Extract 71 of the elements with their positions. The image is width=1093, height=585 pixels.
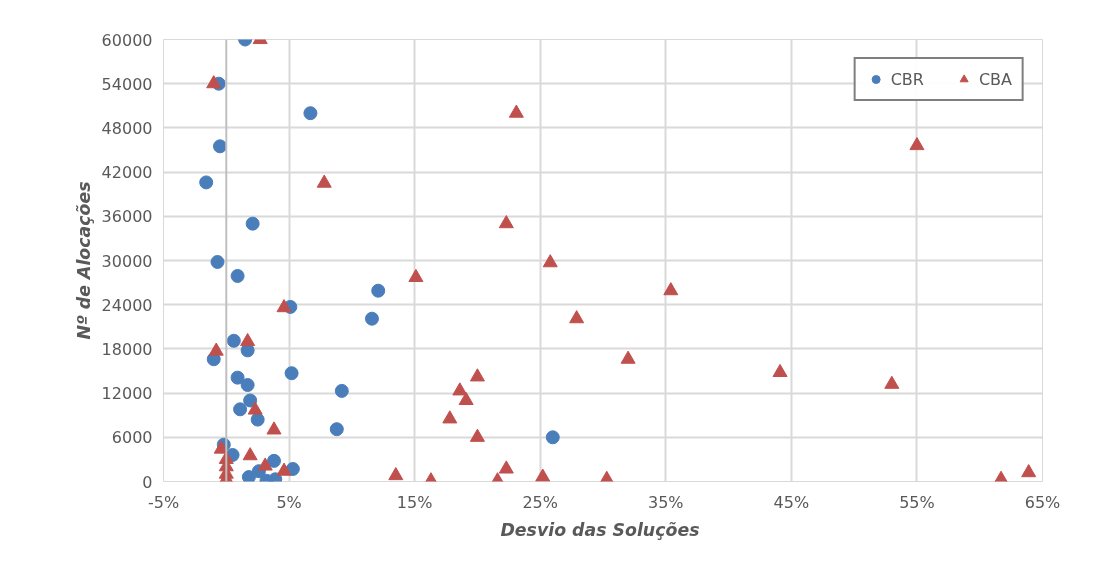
- point: [542, 254, 558, 268]
- y-tick-label: 60000: [101, 30, 153, 50]
- point: [208, 342, 224, 356]
- point: [245, 216, 260, 231]
- point: [226, 333, 241, 348]
- point: [199, 175, 214, 190]
- point: [334, 383, 349, 398]
- point: [243, 393, 258, 408]
- x-tick-label: 65%: [1024, 492, 1061, 512]
- point: [663, 282, 679, 296]
- point: [408, 268, 424, 282]
- point: [458, 391, 474, 406]
- y-axis-title: Nº de Alocações: [73, 181, 94, 340]
- point: [1021, 464, 1037, 478]
- point: [569, 310, 585, 324]
- point: [233, 402, 248, 417]
- point: [498, 460, 514, 474]
- point: [545, 430, 560, 445]
- y-tick-label: 18000: [101, 339, 153, 359]
- legend-label: CBA: [978, 69, 1012, 89]
- x-tick-label: 15%: [396, 492, 433, 512]
- point: [257, 457, 273, 471]
- point: [230, 268, 245, 283]
- point: [498, 215, 514, 229]
- point: [213, 139, 228, 154]
- y-tick-label: 0: [142, 472, 153, 492]
- y-tick-label: 54000: [101, 74, 153, 94]
- point: [267, 453, 281, 468]
- y-tick-label: 12000: [101, 384, 153, 404]
- point: [535, 468, 551, 482]
- x-tick-label: -5%: [147, 492, 180, 512]
- y-tick-label: 24000: [101, 295, 153, 315]
- point: [303, 106, 318, 121]
- point: [469, 428, 485, 442]
- y-tick-label: 30000: [101, 251, 153, 271]
- point: [230, 370, 245, 385]
- point: [284, 366, 299, 381]
- point: [772, 363, 788, 378]
- x-tick-label: 25%: [522, 492, 558, 512]
- y-tick-label: 42000: [101, 163, 153, 183]
- point: [452, 382, 468, 396]
- legend-label: CBR: [890, 69, 924, 89]
- point: [508, 104, 524, 118]
- point: [316, 174, 332, 188]
- point: [247, 401, 263, 415]
- point: [884, 375, 900, 389]
- point: [276, 299, 292, 313]
- x-tick-label: 5%: [276, 492, 302, 512]
- point: [240, 332, 256, 347]
- x-tick-label: 45%: [773, 492, 810, 512]
- y-tick-label: 36000: [101, 207, 153, 227]
- point: [364, 311, 379, 326]
- point: [242, 447, 258, 461]
- point: [909, 137, 925, 151]
- point: [276, 462, 292, 476]
- point: [266, 421, 282, 435]
- point: [241, 470, 256, 482]
- x-tick-label: 55%: [899, 492, 935, 512]
- point: [210, 254, 225, 269]
- point: [620, 350, 636, 364]
- y-tick-label: 48000: [101, 118, 153, 138]
- point: [442, 410, 458, 424]
- x-tick-label: 35%: [648, 492, 684, 512]
- point: [329, 422, 344, 437]
- point: [469, 368, 485, 382]
- point: [371, 283, 386, 298]
- point: [240, 378, 255, 392]
- point: [388, 467, 404, 481]
- x-axis-title: Desvio das Soluções: [500, 519, 700, 540]
- point: [206, 75, 222, 89]
- y-tick-label: 6000: [111, 428, 153, 448]
